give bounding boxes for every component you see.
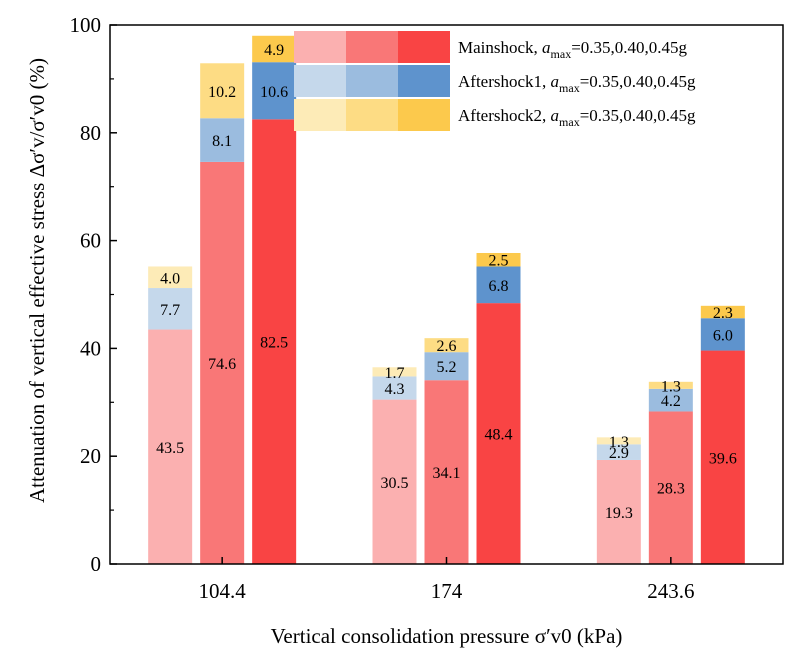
bar-segment — [148, 266, 193, 289]
data-label: 4.0 — [160, 270, 180, 287]
data-label: 74.6 — [208, 356, 236, 373]
bar-segment — [648, 381, 693, 389]
bar-segment — [596, 444, 641, 460]
data-label: 34.1 — [433, 465, 461, 482]
data-label: 2.9 — [609, 445, 629, 462]
bar-segment — [476, 266, 521, 304]
legend-swatch — [398, 31, 450, 63]
bar-segment — [424, 338, 469, 353]
bars-layer — [148, 35, 745, 564]
bar-segment — [700, 318, 745, 351]
bar-segment — [700, 350, 745, 564]
bar-segment — [700, 305, 745, 319]
x-axis-title-text: Vertical consolidation pressure σ′v0 (kP… — [271, 624, 623, 648]
bar-segment — [424, 380, 469, 564]
y-axis-title: Attenuation of vertical effective stress… — [25, 58, 49, 503]
legend-swatch — [398, 65, 450, 97]
x-tick-label: 104.4 — [199, 579, 247, 603]
legend-swatch — [398, 99, 450, 131]
data-label: 48.4 — [485, 427, 513, 444]
x-tick-label: 243.6 — [647, 579, 694, 603]
x-axis-title: Vertical consolidation pressure σ′v0 (kP… — [271, 624, 623, 648]
y-axis: 0 20 40 60 80 100 — [70, 13, 117, 576]
data-label: 1.7 — [385, 365, 405, 382]
data-label: 39.6 — [709, 450, 737, 467]
data-label: 2.5 — [489, 253, 509, 270]
bar-segment — [200, 161, 245, 564]
data-label: 1.3 — [609, 434, 629, 451]
bar-segment — [148, 288, 193, 330]
legend: Mainshock, amax=0.35,0.40,0.45g Aftershoc… — [294, 31, 696, 131]
bar-segment — [200, 63, 245, 119]
bar-segment — [372, 367, 417, 377]
y-tick-label: 40 — [80, 336, 101, 360]
bar-segment — [200, 118, 245, 162]
bar-segment — [596, 437, 641, 445]
data-label: 4.9 — [264, 42, 284, 59]
data-label: 5.2 — [437, 359, 457, 376]
data-label: 2.3 — [713, 305, 733, 322]
bar-segment — [252, 119, 297, 564]
legend-swatch — [346, 31, 398, 63]
legend-entry: Aftershock2, amax=0.35,0.40,0.45g — [458, 106, 696, 129]
data-label: 10.2 — [208, 84, 236, 101]
bar-segment — [252, 35, 297, 63]
legend-swatch — [294, 31, 346, 63]
y-tick-label: 0 — [91, 552, 102, 576]
legend-swatch — [346, 65, 398, 97]
bar-segment — [476, 252, 521, 267]
data-label: 2.6 — [437, 338, 457, 355]
bar-segment — [372, 376, 417, 400]
data-label: 4.2 — [661, 393, 681, 410]
data-label: 82.5 — [260, 335, 288, 352]
bar-segment — [476, 303, 521, 564]
bar-segment — [372, 399, 417, 564]
y-tick-label: 60 — [80, 229, 101, 253]
data-label: 8.1 — [212, 133, 232, 150]
data-label: 6.0 — [713, 327, 733, 344]
data-label: 30.5 — [381, 475, 409, 492]
y-tick-label: 100 — [70, 13, 102, 37]
bar-segment — [252, 62, 297, 120]
data-label: 10.6 — [260, 84, 288, 101]
x-tick-label: 174 — [431, 579, 463, 603]
x-axis: 104.4 174 243.6 — [199, 557, 694, 603]
data-label: 43.5 — [156, 440, 184, 457]
bar-segment — [648, 411, 693, 564]
bar-segment — [148, 329, 193, 564]
bar-segment — [596, 459, 641, 564]
bar-segment — [648, 388, 693, 412]
data-label: 1.3 — [661, 378, 681, 395]
data-label: 7.7 — [160, 302, 180, 319]
data-label: 28.3 — [657, 481, 685, 498]
legend-entry: Aftershock1, amax=0.35,0.40,0.45g — [458, 72, 696, 95]
y-axis-title-text: Attenuation of vertical effective stress… — [25, 58, 49, 503]
legend-swatch — [294, 65, 346, 97]
bar-segment — [424, 352, 469, 381]
legend-entry: Mainshock, amax=0.35,0.40,0.45g — [458, 38, 688, 61]
data-labels-layer: 43.57.74.074.68.110.282.510.64.930.54.31… — [156, 42, 737, 522]
data-label: 19.3 — [605, 505, 633, 522]
y-tick-label: 20 — [80, 444, 101, 468]
legend-swatch — [346, 99, 398, 131]
data-label: 6.8 — [489, 278, 509, 295]
y-tick-label: 80 — [80, 121, 101, 145]
legend-swatch — [294, 99, 346, 131]
data-label: 4.3 — [385, 381, 405, 398]
